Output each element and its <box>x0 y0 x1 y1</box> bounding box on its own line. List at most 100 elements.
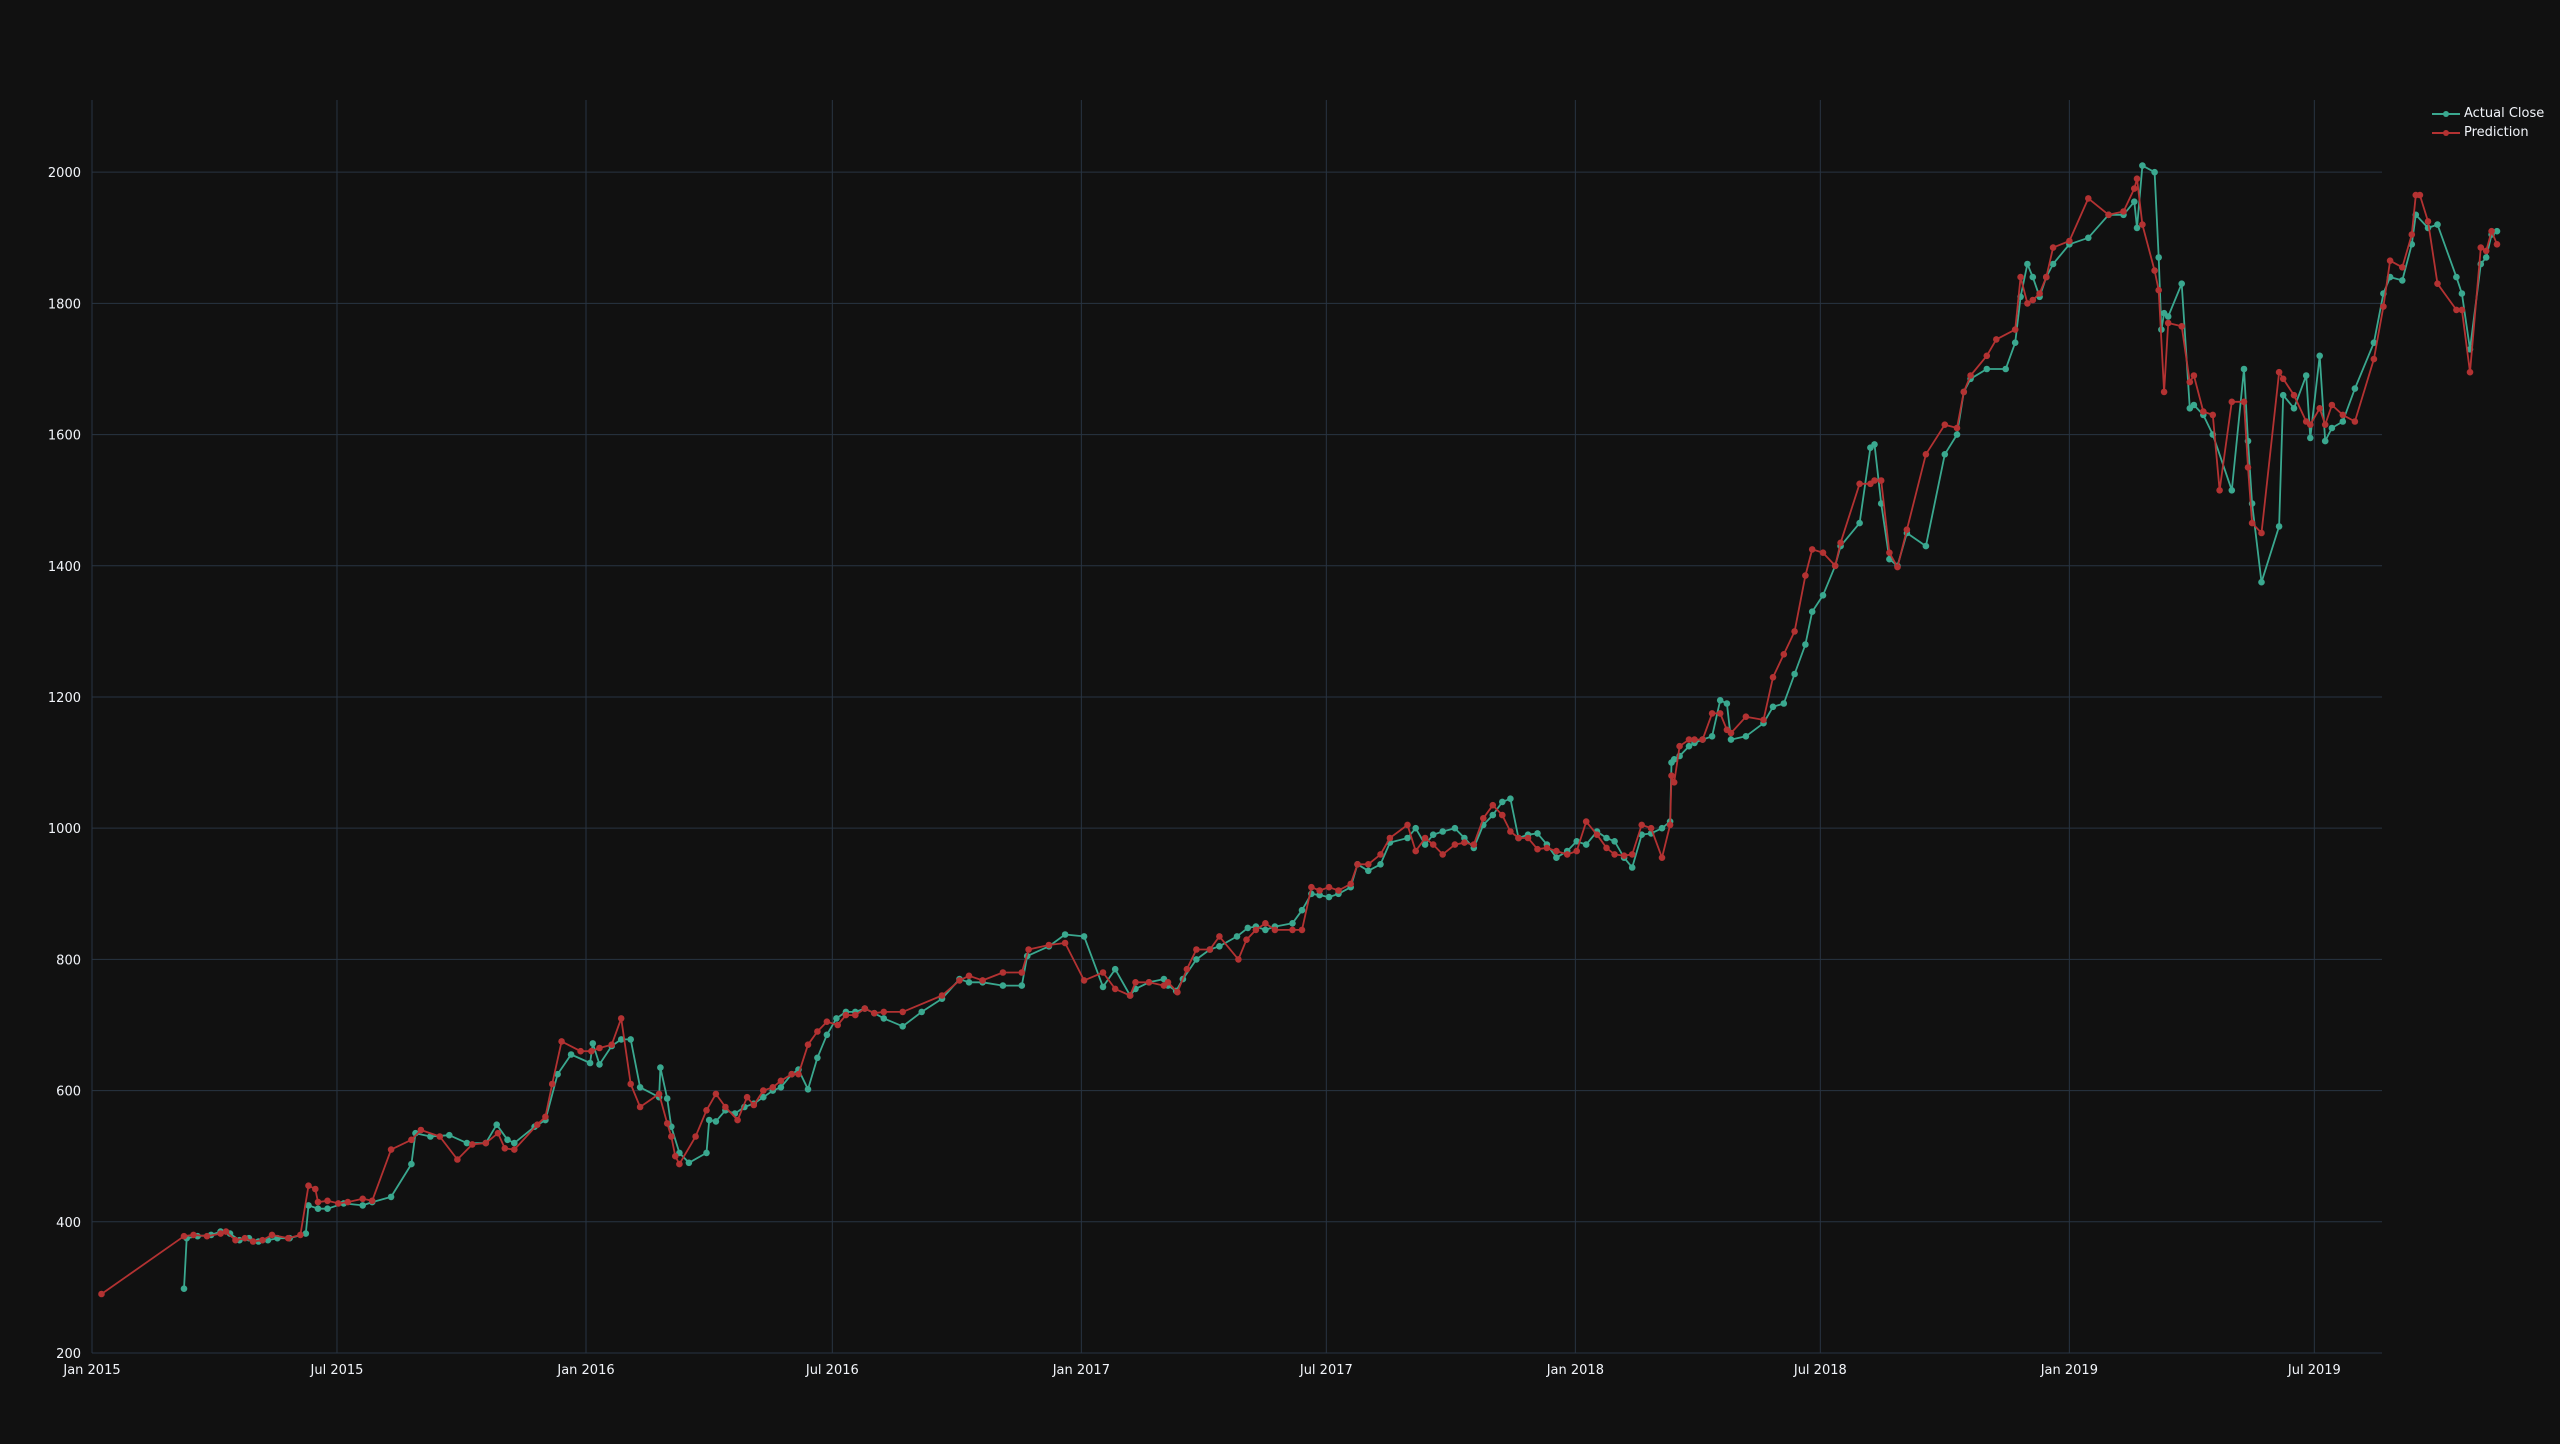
data-point-actual-close <box>1769 703 1777 711</box>
data-point-prediction <box>2151 267 2158 274</box>
data-point-actual-close <box>1808 608 1816 615</box>
x-tick-label: Jul 2018 <box>1793 1363 1847 1378</box>
data-point-prediction <box>2024 300 2031 307</box>
legend-item-actual-close[interactable]: Actual Close <box>2432 104 2544 123</box>
data-point-prediction <box>1802 572 1809 579</box>
data-point-prediction <box>1658 854 1666 861</box>
data-point-actual-close <box>880 1015 888 1022</box>
data-point-actual-close <box>1262 926 1269 934</box>
legend-item-prediction[interactable]: Prediction <box>2432 123 2544 142</box>
x-tick-label: Jan 2016 <box>556 1363 614 1378</box>
data-point-actual-close <box>685 1159 693 1167</box>
data-point-prediction <box>1676 742 1683 750</box>
data-point-prediction <box>1886 549 1893 556</box>
data-point-actual-close <box>2024 260 2031 268</box>
data-point-actual-close <box>1316 891 1323 899</box>
data-point-actual-close <box>2029 273 2037 281</box>
data-point-prediction <box>1708 710 1716 717</box>
data-point-prediction <box>1308 883 1315 891</box>
data-point-prediction <box>542 1113 549 1121</box>
series-line-actual-close <box>183 164 2498 1289</box>
data-point-actual-close <box>804 1086 812 1093</box>
data-point-actual-close <box>617 1036 625 1043</box>
data-point-prediction <box>1289 926 1296 934</box>
data-point-prediction <box>1439 851 1446 858</box>
data-point-prediction <box>1760 716 1767 724</box>
data-point-prediction <box>1543 844 1551 852</box>
data-point-actual-close <box>2434 221 2441 228</box>
data-point-prediction <box>305 1182 312 1189</box>
data-point-actual-close <box>2399 277 2406 284</box>
data-point-actual-close <box>1791 670 1798 678</box>
data-point-prediction <box>1111 985 1119 993</box>
data-point-actual-close <box>1941 451 1949 458</box>
x-tick-label: Jan 2019 <box>2040 1363 2098 1378</box>
data-point-actual-close <box>2482 254 2490 261</box>
data-point-actual-close <box>2279 391 2287 399</box>
data-point-prediction <box>2155 286 2162 294</box>
data-point-actual-close <box>1216 943 1223 950</box>
data-point-actual-close <box>1061 931 1069 938</box>
data-point-prediction <box>2160 388 2168 396</box>
data-point-prediction <box>1235 956 1242 963</box>
data-point-actual-close <box>636 1084 644 1091</box>
data-point-prediction <box>703 1107 710 1114</box>
data-point-prediction <box>760 1087 767 1094</box>
data-point-prediction <box>2466 368 2474 376</box>
data-point-prediction <box>1126 992 1134 999</box>
data-point-prediction <box>788 1070 795 1078</box>
data-point-prediction <box>1856 480 1863 488</box>
data-point-prediction <box>2186 378 2194 386</box>
data-point-prediction <box>2386 257 2394 265</box>
data-point-prediction <box>1877 477 1885 484</box>
data-point-prediction <box>98 1290 105 1298</box>
data-point-actual-close <box>511 1139 518 1147</box>
data-point-actual-close <box>1953 431 1961 438</box>
data-point-prediction <box>2190 372 2198 379</box>
data-point-actual-close <box>1193 956 1200 963</box>
data-point-prediction <box>1206 946 1214 953</box>
data-point-prediction <box>1582 818 1590 825</box>
data-point-prediction <box>2488 227 2495 235</box>
data-point-actual-close <box>324 1205 331 1212</box>
data-point-prediction <box>956 977 963 984</box>
data-point-prediction <box>1871 477 1878 484</box>
data-point-prediction <box>454 1156 461 1163</box>
data-point-actual-close <box>2493 227 2501 235</box>
data-point-prediction <box>2085 195 2092 202</box>
data-point-actual-close <box>2321 437 2329 445</box>
data-point-prediction <box>297 1231 304 1239</box>
data-point-actual-close <box>1603 834 1610 842</box>
series-line-prediction <box>100 177 2498 1295</box>
data-point-actual-close <box>1802 641 1809 648</box>
data-point-prediction <box>1967 372 1974 379</box>
data-point-actual-close <box>1325 893 1333 901</box>
data-point-prediction <box>2434 280 2441 288</box>
data-point-prediction <box>1903 526 1911 533</box>
data-point-prediction <box>1164 979 1172 986</box>
data-point-prediction <box>2209 411 2217 419</box>
data-point-prediction <box>2036 290 2043 297</box>
data-point-prediction <box>469 1141 476 1148</box>
data-point-prediction <box>1922 451 1930 458</box>
data-point-prediction <box>834 1021 841 1029</box>
data-point-prediction <box>712 1090 720 1098</box>
data-point-prediction <box>1524 834 1532 842</box>
data-point-prediction <box>1470 841 1478 848</box>
data-point-actual-close <box>1404 834 1411 842</box>
data-point-actual-close <box>2049 260 2057 268</box>
data-point-actual-close <box>999 982 1007 989</box>
data-point-actual-close <box>2002 365 2009 373</box>
data-point-actual-close <box>1723 700 1731 707</box>
data-point-prediction <box>268 1231 276 1239</box>
data-point-prediction <box>1983 352 1991 360</box>
data-point-prediction <box>387 1146 395 1153</box>
legend-swatch-actual-icon <box>2432 110 2460 117</box>
data-point-actual-close <box>2190 401 2198 409</box>
data-point-actual-close <box>1886 555 1893 563</box>
data-point-prediction <box>1335 887 1342 894</box>
data-point-prediction <box>1941 421 1949 429</box>
data-point-prediction <box>1742 713 1750 720</box>
data-point-prediction <box>534 1121 541 1128</box>
data-point-prediction <box>965 972 973 980</box>
